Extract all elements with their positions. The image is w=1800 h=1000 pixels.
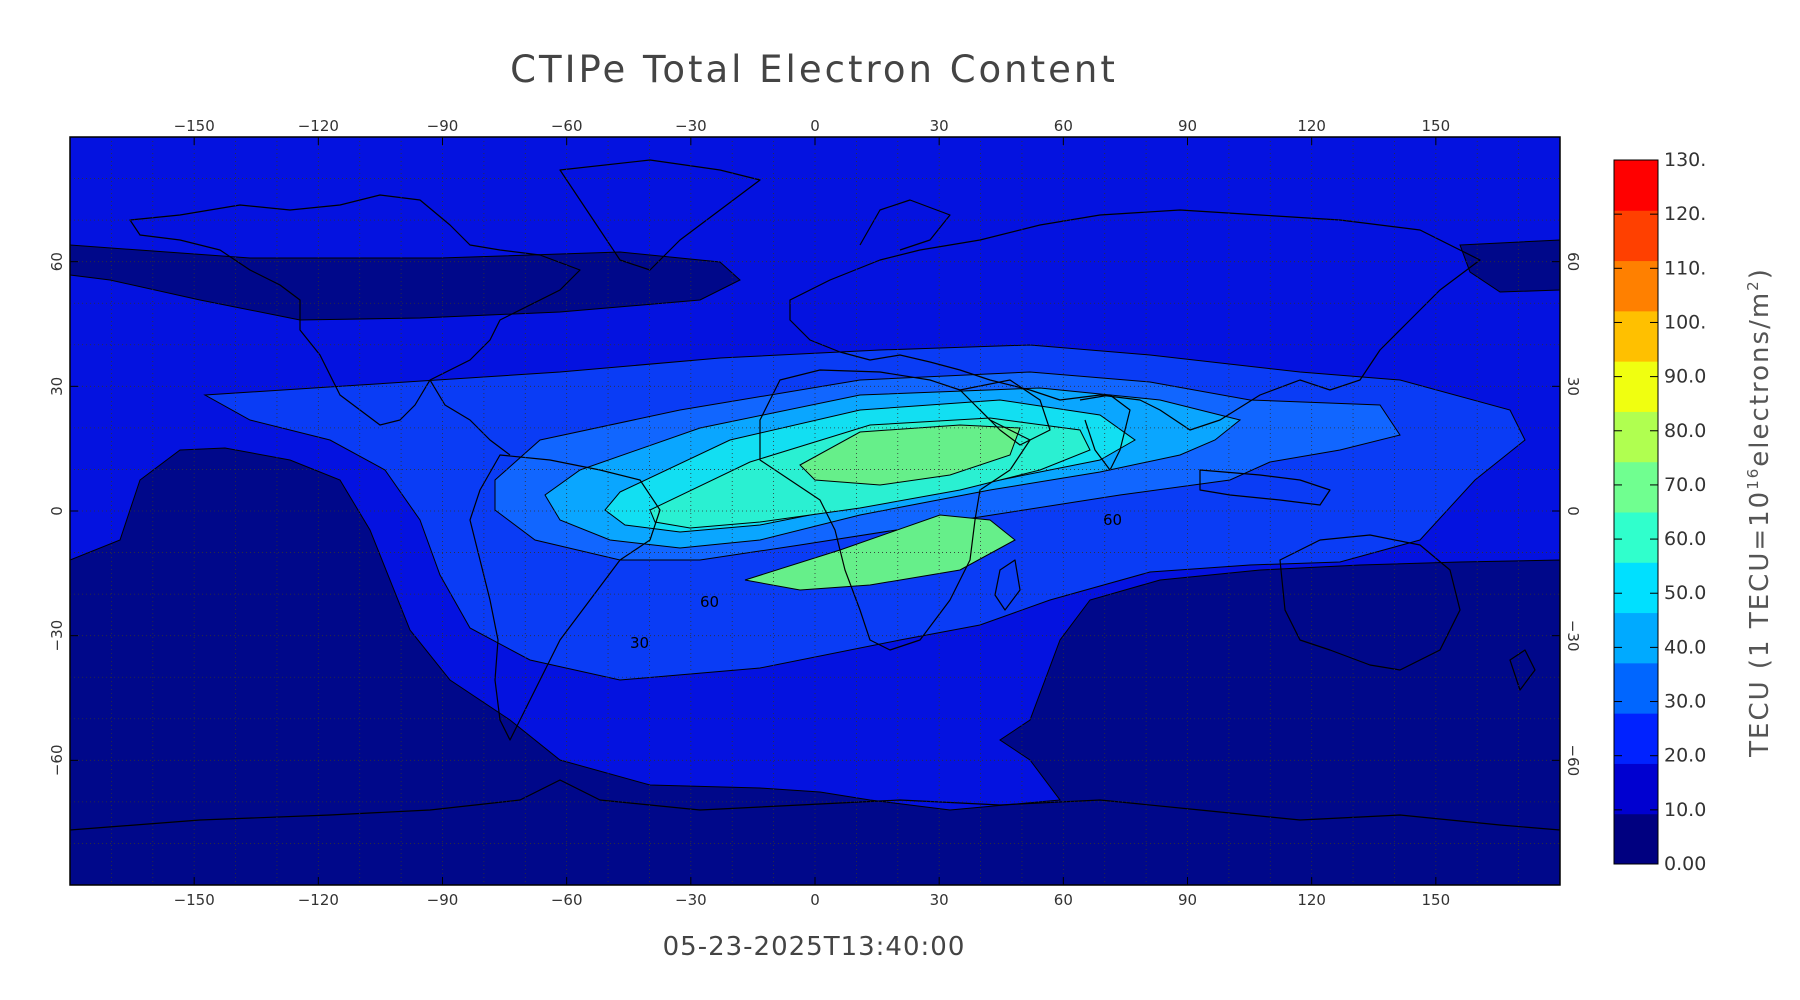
colorbar-tick-label: 60.0 xyxy=(1664,528,1706,550)
colorbar-tick-label: 0.00 xyxy=(1664,853,1706,875)
colorbar-ramp xyxy=(1614,160,1658,865)
lon-tick-label-bottom: −150 xyxy=(174,891,215,909)
lon-tick-label-bottom: −90 xyxy=(427,891,459,909)
colorbar-segment xyxy=(1614,361,1658,412)
lon-tick-label-bottom: 90 xyxy=(1178,891,1197,909)
lon-tick-label-bottom: 60 xyxy=(1054,891,1073,909)
lon-tick-label-top: 90 xyxy=(1178,117,1197,135)
lon-tick-label-top: −150 xyxy=(174,117,215,135)
colorbar-tick-label: 90.0 xyxy=(1664,366,1706,388)
lon-tick-label-top: 120 xyxy=(1297,117,1326,135)
lon-tick-label-bottom: −60 xyxy=(551,891,583,909)
colorbar: 0.00 10.0 20.0 30.0 40.0 50.0 60.0 70.0 80.0 90.0… xyxy=(1613,149,1775,875)
colorbar-segment xyxy=(1614,713,1658,764)
contour-label: 60 xyxy=(700,593,719,611)
northern-crest xyxy=(799,424,1021,486)
lon-tick-label-top: −60 xyxy=(551,117,583,135)
colorbar-segment xyxy=(1614,662,1658,714)
colorbar-tick-label: 80.0 xyxy=(1664,420,1706,442)
lon-tick-label-bottom: 150 xyxy=(1422,891,1451,909)
colorbar-segment xyxy=(1614,612,1658,664)
lon-tick-label-bottom: −30 xyxy=(675,891,707,909)
lon-tick-label-bottom: 0 xyxy=(810,891,820,909)
lon-tick-label-top: −120 xyxy=(298,117,339,135)
tec-band-70-80 xyxy=(744,424,1021,591)
lat-tick-label-right: 0 xyxy=(1564,506,1582,516)
colorbar-segment xyxy=(1614,813,1658,865)
colorbar-tick-label: 120. xyxy=(1664,203,1706,225)
lat-tick-label-left: −60 xyxy=(48,745,66,777)
colorbar-title: TECU (1 TECU=1016electrons/m2) xyxy=(1744,267,1775,758)
colorbar-tick-label: 70.0 xyxy=(1664,474,1706,496)
colorbar-tick-label: 40.0 xyxy=(1664,636,1706,658)
timestamp: 05-23-2025T13:40:00 xyxy=(662,932,966,962)
colorbar-tick-label: 100. xyxy=(1664,311,1706,333)
lat-tick-label-left: 0 xyxy=(48,506,66,516)
colorbar-segment xyxy=(1614,260,1658,312)
lon-tick-label-bottom: −120 xyxy=(298,891,339,909)
colorbar-segment xyxy=(1614,160,1658,211)
southern-crest xyxy=(744,514,1016,591)
lon-tick-label-top: 30 xyxy=(930,117,949,135)
lat-tick-label-right: −60 xyxy=(1564,745,1582,777)
map-axes: −150 −150 −120 −120 −90 −90 −60 −60 −30 −30 0 0 30 30… xyxy=(48,117,1582,909)
colorbar-tick-label: 20.0 xyxy=(1664,745,1706,767)
contour-label: 60 xyxy=(1103,511,1122,529)
lon-tick-label-top: −30 xyxy=(675,117,707,135)
contour-label: 30 xyxy=(630,634,649,652)
colorbar-segment xyxy=(1614,461,1658,513)
colorbar-segment xyxy=(1614,763,1658,815)
lon-tick-label-top: 0 xyxy=(810,117,820,135)
colorbar-tick-label: 30.0 xyxy=(1664,691,1706,713)
graticule-grid xyxy=(70,137,1560,885)
lon-tick-label-bottom: 120 xyxy=(1297,891,1326,909)
lat-tick-label-right: −30 xyxy=(1564,620,1582,652)
colorbar-segment xyxy=(1614,512,1658,563)
lon-tick-label-top: 60 xyxy=(1054,117,1073,135)
lat-tick-label-left: 30 xyxy=(48,377,66,396)
lon-tick-label-bottom: 30 xyxy=(930,891,949,909)
lon-tick-label-top: −90 xyxy=(427,117,459,135)
contour-labels: 60 30 60 xyxy=(630,511,1122,652)
colorbar-tick-label: 110. xyxy=(1664,257,1706,279)
lon-tick-label-top: 150 xyxy=(1422,117,1451,135)
colorbar-tick-label: 130. xyxy=(1664,149,1706,171)
chart-title: CTIPe Total Electron Content xyxy=(510,48,1118,91)
coastlines xyxy=(70,159,1560,831)
colorbar-segment xyxy=(1614,411,1658,463)
lat-tick-label-right: 60 xyxy=(1564,252,1582,271)
colorbar-segment xyxy=(1614,210,1658,262)
colorbar-tick-label: 50.0 xyxy=(1664,582,1706,604)
lat-tick-label-right: 30 xyxy=(1564,377,1582,396)
lat-tick-label-left: 60 xyxy=(48,252,66,271)
colorbar-tick-label: 10.0 xyxy=(1664,799,1706,821)
tec-band-0-10 xyxy=(70,239,1560,885)
lat-tick-label-left: −30 xyxy=(48,620,66,652)
colorbar-segment xyxy=(1614,310,1658,362)
colorbar-frame xyxy=(1613,159,1659,865)
colorbar-ticks: 0.00 10.0 20.0 30.0 40.0 50.0 60.0 70.0 80.0 90.0… xyxy=(1614,149,1706,875)
colorbar-segment xyxy=(1614,562,1658,614)
tec-map[interactable]: 60 30 60 xyxy=(70,137,1560,885)
